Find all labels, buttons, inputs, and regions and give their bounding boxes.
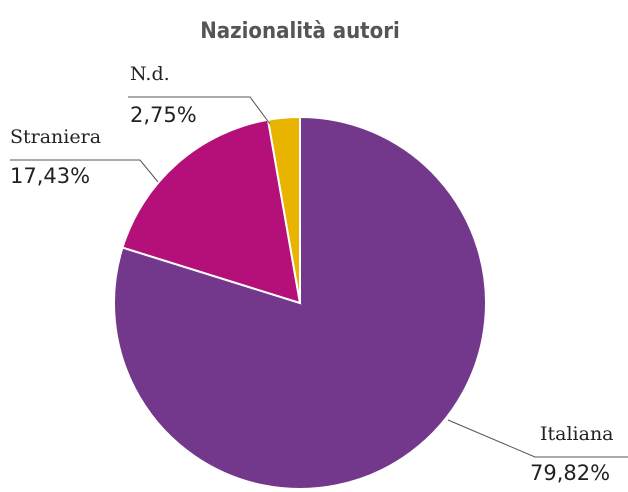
leader-line xyxy=(447,419,628,458)
slice-label: Straniera xyxy=(10,126,101,148)
value-label: 17,43% xyxy=(10,164,90,188)
pie-slice xyxy=(121,118,302,305)
slice-label: N.d. xyxy=(130,63,170,85)
value-label: 2,75% xyxy=(130,103,197,127)
slice-label: Italiana xyxy=(540,423,614,445)
value-label: 79,82% xyxy=(530,461,610,485)
pie-slice xyxy=(266,115,301,304)
leader-line xyxy=(128,96,271,125)
chart-title: Nazionalità autori xyxy=(200,19,400,44)
leader-line xyxy=(10,159,159,183)
